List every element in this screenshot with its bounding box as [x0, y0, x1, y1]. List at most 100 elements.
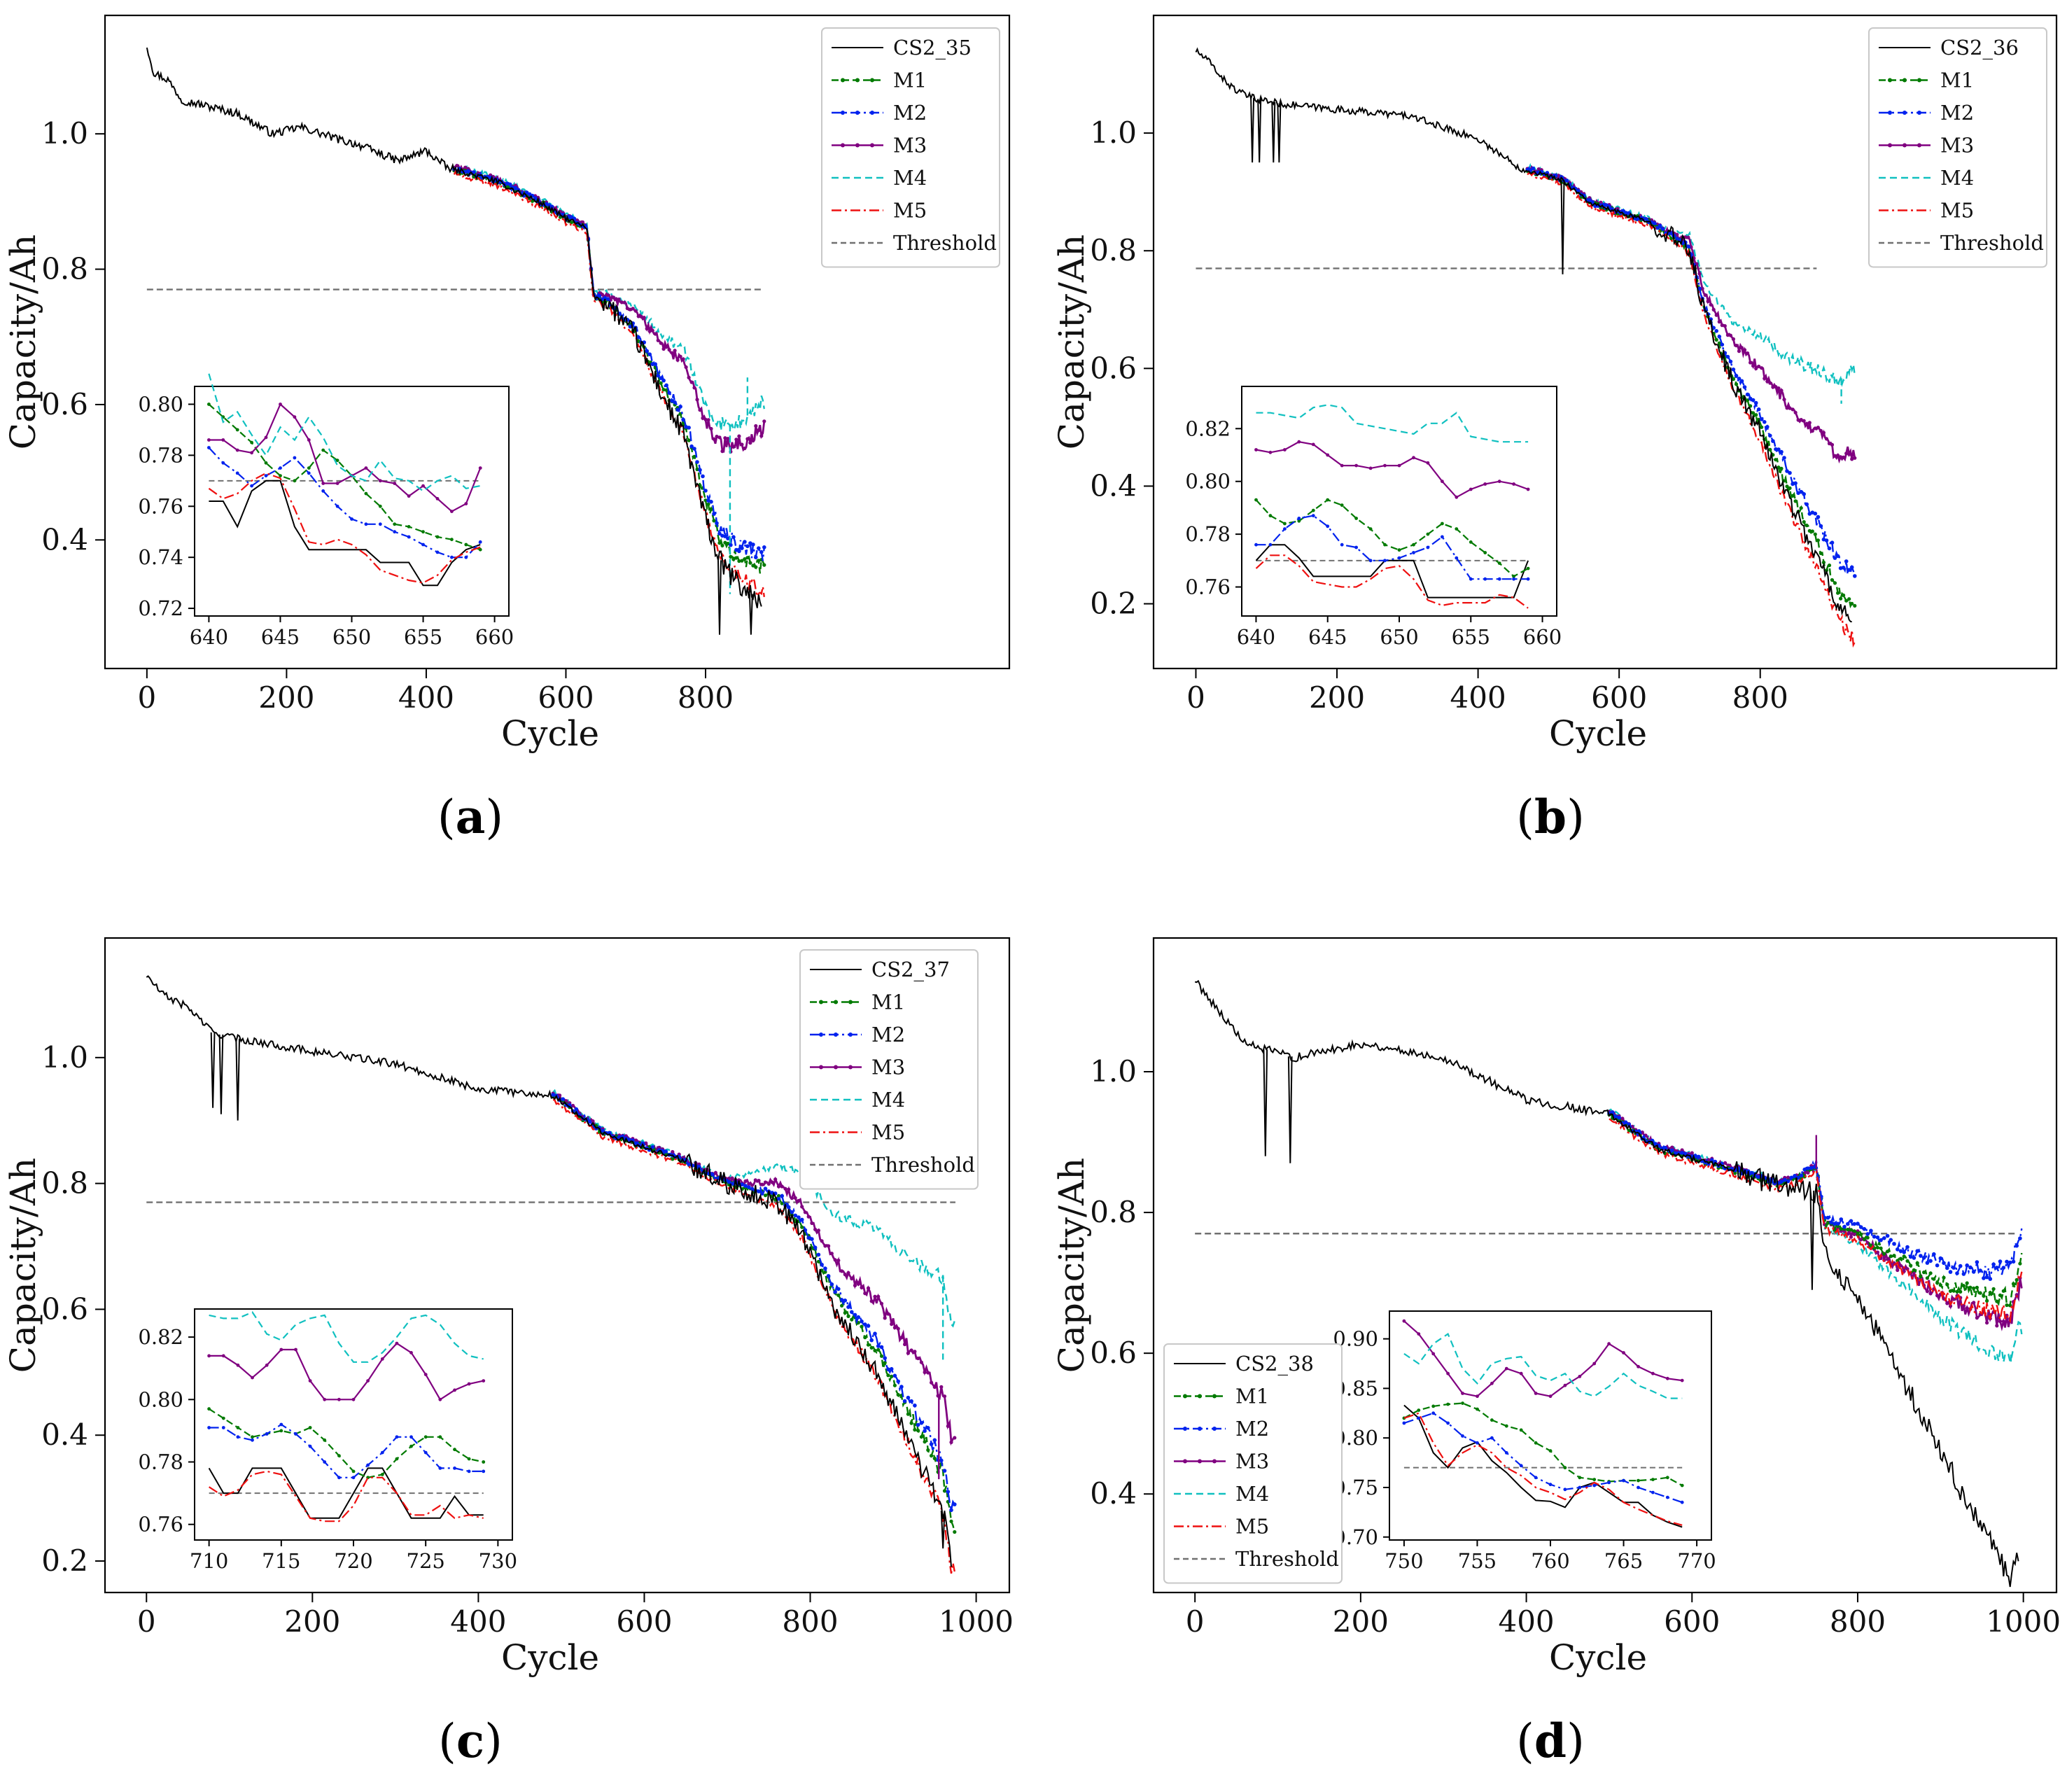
- inset-point: [235, 448, 239, 452]
- series-m2-point: [883, 1356, 887, 1360]
- series-m3-point: [932, 1385, 937, 1390]
- series-actual-spike: [1277, 103, 1282, 163]
- series-m3-point: [687, 375, 691, 380]
- series-m1-point: [1842, 593, 1846, 598]
- series-m1-markers: [1525, 169, 1857, 608]
- legend-marker: [1888, 78, 1892, 83]
- panel-b: 0 200 400 600 800 0.2 0.4 0.6 0.8 1.0 Cycle Capacit…: [1051, 14, 2058, 844]
- series-m2-point: [892, 1373, 897, 1378]
- series-m3-point: [1707, 1158, 1711, 1162]
- series-m3-point: [625, 306, 629, 311]
- series-m3-point: [1886, 1257, 1890, 1261]
- legend-marker: [1183, 1394, 1187, 1399]
- series-m2-point: [727, 1180, 731, 1184]
- inset-series-m2: [1256, 514, 1529, 580]
- inset-point: [1651, 1478, 1655, 1482]
- series-m3-point: [1791, 407, 1795, 412]
- series-m1-point: [751, 564, 755, 568]
- inset-point: [467, 1469, 471, 1474]
- series-m3-point: [916, 1356, 920, 1361]
- series-m3-point: [634, 1138, 638, 1142]
- series-m1-point: [1793, 499, 1798, 503]
- inset-point: [364, 522, 368, 526]
- series-m1-point: [505, 184, 510, 188]
- series-m1-point: [1998, 1293, 2003, 1297]
- inset-point: [350, 517, 353, 521]
- inset-point: [307, 438, 311, 442]
- series-m2-point: [759, 550, 764, 554]
- series-m1-point: [1892, 1254, 1896, 1258]
- series-m3-point: [692, 386, 696, 390]
- series-actual-spike: [940, 1511, 946, 1549]
- series-m3-point: [726, 437, 730, 441]
- series-m2-point: [1915, 1249, 1919, 1253]
- series-m1-point: [1827, 564, 1832, 568]
- series-m2-point: [1663, 1146, 1668, 1150]
- series-actual-spike: [1809, 1190, 1815, 1290]
- inset-point: [1441, 535, 1444, 539]
- inset-point: [1651, 1371, 1655, 1376]
- legend-label: M1: [871, 990, 905, 1014]
- y-tick-label: 0.4: [1090, 1476, 1137, 1511]
- series-m2-point: [696, 1164, 701, 1169]
- series-m3-point: [1824, 437, 1829, 441]
- series-m2-point: [754, 555, 758, 559]
- inset-point: [1578, 1375, 1582, 1378]
- y-tick-label: 0.8: [41, 252, 88, 286]
- legend: CS2_35 M1 M2 M3 M4 M5 Threshold: [821, 27, 1000, 268]
- series-m2-point: [1849, 1219, 1854, 1224]
- series-m3-point: [949, 1440, 953, 1444]
- series-m3-point: [823, 1244, 827, 1248]
- inset-point: [1297, 440, 1301, 444]
- series-m2-point: [689, 444, 694, 449]
- series-actual-line: [1195, 47, 1852, 623]
- series-m2-point: [726, 536, 730, 540]
- series-m1-point: [840, 1303, 844, 1308]
- inset-point: [409, 1435, 413, 1439]
- series-m1-point: [2005, 1303, 2009, 1308]
- series-m2-point: [913, 1404, 917, 1408]
- series-m3-point: [706, 418, 710, 422]
- legend-label: M5: [871, 1121, 905, 1144]
- plot-frame: [1152, 937, 2058, 1594]
- series-m2-point: [1720, 342, 1725, 347]
- series-m2-point: [664, 1149, 668, 1154]
- series-m3-point: [1793, 410, 1798, 414]
- y-tick-label: 0.6: [1090, 1336, 1137, 1370]
- inset-frame: [194, 1308, 513, 1541]
- y-tick-label: 1.0: [1090, 1054, 1137, 1088]
- inset-y-tick-label: 0.82: [138, 1325, 183, 1349]
- series-m3-point: [619, 300, 624, 304]
- series-m2-point: [507, 182, 512, 187]
- legend-marker: [855, 143, 860, 148]
- series-m2-point: [1835, 554, 1840, 559]
- series-m2-point: [1833, 1222, 1837, 1226]
- series-m3-point: [892, 1326, 897, 1330]
- inset-point: [1526, 487, 1530, 491]
- inset-point: [1311, 442, 1315, 447]
- series-m1-point: [1826, 1221, 1830, 1225]
- inset-point: [380, 1473, 384, 1476]
- series-m3-point: [1972, 1301, 1976, 1305]
- series-m3-point: [762, 419, 766, 424]
- series-m1-point: [1819, 551, 1823, 556]
- series-m3-point: [1536, 167, 1541, 172]
- series-m2-point: [909, 1399, 913, 1404]
- inset-series-m1: [1403, 1402, 1683, 1487]
- series-m1-point: [923, 1440, 927, 1444]
- series-m2-point: [1786, 1179, 1791, 1184]
- series-m3-point: [591, 1119, 595, 1124]
- inset-point: [1490, 1418, 1494, 1422]
- inset-point: [421, 484, 425, 488]
- inset-point: [307, 466, 311, 470]
- inset-point: [393, 482, 397, 485]
- series-m2-point: [1885, 1233, 1890, 1238]
- legend-label: CS2_35: [893, 36, 972, 60]
- series-m2-point: [929, 1442, 934, 1446]
- legend: CS2_37 M1 M2 M3 M4 M5 Threshold: [799, 949, 979, 1190]
- series-m3-point: [1839, 455, 1843, 459]
- series-m2-point: [839, 1298, 844, 1302]
- series-m1-point: [1902, 1254, 1906, 1259]
- series-m1-point: [1807, 528, 1812, 533]
- series-m2-point: [1842, 1224, 1847, 1229]
